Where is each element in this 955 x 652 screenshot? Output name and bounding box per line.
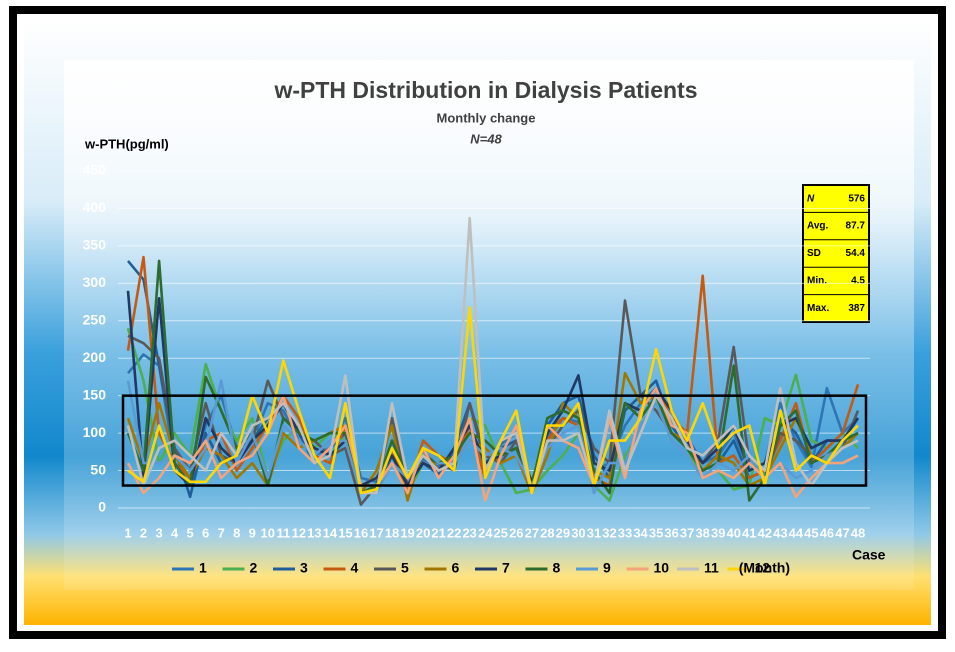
legend-label: 5 [401, 560, 409, 576]
x-tick-label: 5 [187, 525, 194, 540]
y-tick-label: 50 [90, 461, 106, 477]
legend-label: 4 [351, 560, 359, 576]
y-tick-label: 450 [83, 162, 107, 178]
legend-label: 6 [452, 560, 460, 576]
x-tick-label: 3 [155, 525, 162, 540]
series-line [127, 306, 859, 495]
x-tick-label: 47 [835, 525, 849, 540]
x-tick-label: 40 [727, 525, 741, 540]
y-tick-label: 100 [83, 424, 107, 440]
y-axis-label: w-PTH(pg/ml) [84, 136, 169, 151]
x-tick-label: 2 [140, 525, 147, 540]
legend-label: 8 [553, 560, 561, 576]
x-tick-label: 14 [323, 525, 338, 540]
series-line [126, 379, 859, 495]
x-axis-label: Case [852, 547, 886, 563]
x-tick-label: 17 [369, 525, 383, 540]
x-tick-label: 21 [431, 525, 445, 540]
series-line [126, 327, 859, 502]
x-tick-label: 38 [695, 525, 709, 540]
x-tick-label: 9 [249, 525, 256, 540]
x-tick-label: 1 [124, 525, 131, 540]
stats-value: 387 [848, 303, 865, 314]
legend-label: 2 [250, 560, 258, 576]
x-tick-label: 32 [602, 525, 616, 540]
stats-label: SD [807, 248, 821, 259]
legend-label: 7 [502, 560, 510, 576]
y-tick-label: 300 [83, 274, 107, 290]
x-tick-label: 6 [202, 525, 209, 540]
x-tick-label: 39 [711, 525, 725, 540]
x-tick-label: 19 [400, 525, 414, 540]
x-tick-label: 22 [447, 525, 461, 540]
y-tick-label: 350 [83, 237, 107, 253]
x-tick-label: 35 [649, 525, 663, 540]
stats-value: 4.5 [851, 276, 865, 287]
legend-label: 3 [300, 560, 308, 576]
x-tick-label: 7 [218, 525, 225, 540]
y-tick-label: 400 [83, 199, 107, 215]
x-tick-label: 8 [233, 525, 240, 540]
x-tick-label: 27 [525, 525, 539, 540]
stats-value: 576 [848, 193, 865, 204]
x-tick-label: 18 [385, 525, 399, 540]
x-tick-label: 23 [462, 525, 476, 540]
stats-label: Max. [807, 303, 829, 314]
x-tick-label: 30 [571, 525, 585, 540]
x-tick-label: 20 [416, 525, 430, 540]
x-tick-label: 13 [307, 525, 321, 540]
x-tick-label: 42 [758, 525, 772, 540]
x-tick-label: 48 [851, 525, 865, 540]
x-tick-label: 12 [292, 525, 306, 540]
legend-label: 10 [654, 560, 670, 576]
chart-title: w-PTH Distribution in Dialysis Patients [273, 77, 697, 103]
y-tick-label: 250 [83, 311, 107, 327]
x-tick-label: 45 [804, 525, 818, 540]
x-tick-label: 4 [171, 525, 179, 540]
x-tick-label: 41 [742, 525, 756, 540]
legend-label: 11 [704, 560, 719, 576]
stats-label: Avg. [807, 221, 829, 232]
stats-background [802, 184, 870, 323]
stats-box: N 576 Avg. 87.7 SD 54.4 Min. 4.5 Max. 387 [802, 184, 870, 323]
x-tick-label: 24 [478, 525, 493, 540]
stats-label: N [807, 193, 815, 204]
plot-panel [64, 60, 914, 590]
x-tick-label: 34 [633, 525, 648, 540]
x-tick-label: 37 [680, 525, 694, 540]
stats-label: Min. [807, 276, 827, 287]
x-tick-label: 10 [261, 525, 275, 540]
target-range-box [121, 394, 868, 487]
x-tick-label: 11 [276, 525, 290, 540]
y-tick-label: 200 [83, 349, 107, 365]
stats-value: 87.7 [846, 221, 866, 232]
x-tick-label: 33 [618, 525, 632, 540]
stats-value: 54.4 [846, 248, 866, 259]
y-tick-label: 150 [83, 386, 107, 402]
legend-title: (Month) [739, 560, 790, 576]
y-tick-label: 0 [98, 499, 106, 515]
legend-label: 9 [603, 560, 611, 576]
legend-label: 1 [199, 560, 207, 576]
x-tick-label: 16 [354, 525, 368, 540]
x-tick-label: 28 [540, 525, 554, 540]
x-tick-label: 46 [820, 525, 834, 540]
x-tick-label: 29 [556, 525, 570, 540]
subtitle2: N=48 [470, 131, 502, 146]
legend-label: 12 [755, 560, 771, 576]
x-tick-label: 43 [773, 525, 787, 540]
x-tick-label: 15 [338, 525, 352, 540]
x-tick-label: 25 [494, 525, 508, 540]
x-tick-label: 44 [789, 525, 804, 540]
x-tick-label: 26 [509, 525, 523, 540]
x-tick-label: 36 [664, 525, 678, 540]
x-tick-label: 31 [587, 525, 601, 540]
series-line [126, 386, 859, 502]
subtitle: Monthly change [437, 110, 536, 125]
